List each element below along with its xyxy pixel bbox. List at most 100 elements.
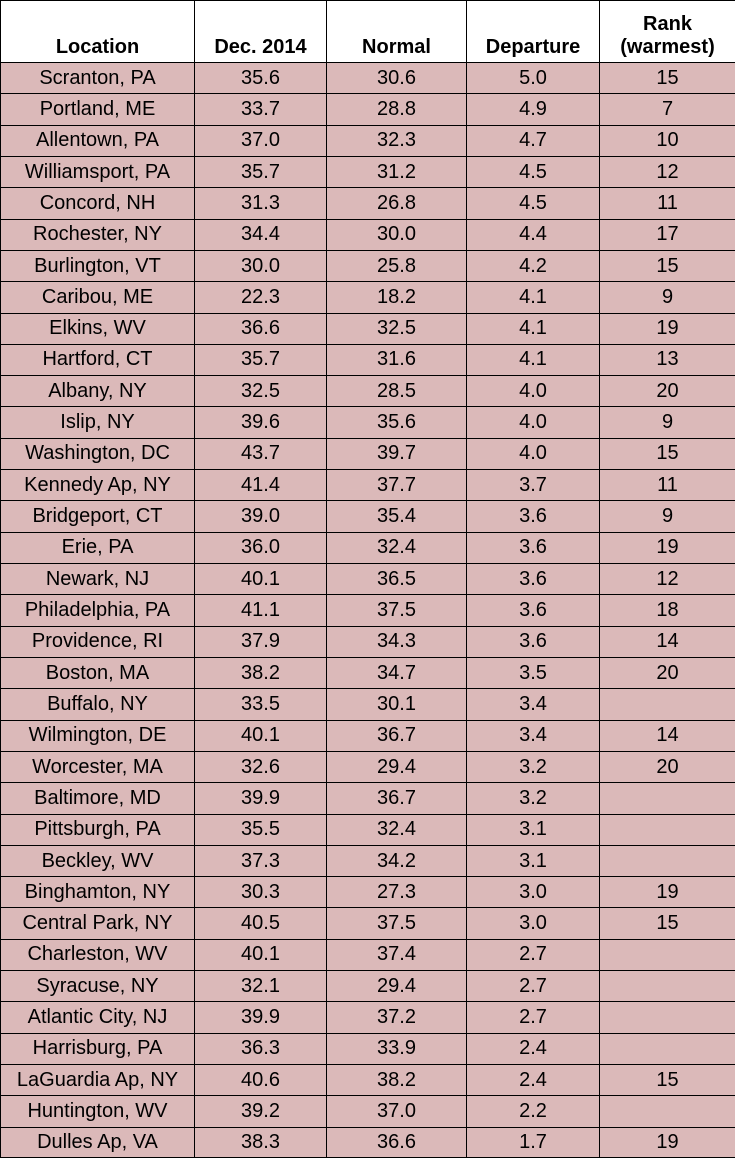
header-cell: Dec. 2014 — [194, 0, 327, 63]
value-cell: 35.7 — [194, 343, 327, 377]
value-cell: 3.5 — [466, 656, 600, 690]
value-cell — [599, 844, 735, 878]
value-cell: 9 — [599, 281, 735, 314]
value-cell: 37.9 — [194, 625, 327, 658]
header-cell: Departure — [466, 0, 600, 63]
value-cell: 4.2 — [466, 249, 600, 283]
value-cell: 35.7 — [194, 155, 327, 189]
value-cell: 9 — [599, 500, 735, 533]
location-cell: Syracuse, NY — [0, 970, 195, 1003]
value-cell: 15 — [599, 437, 735, 471]
value-cell: 30.0 — [194, 249, 327, 283]
value-cell: 5.0 — [466, 62, 600, 95]
location-cell: Worcester, MA — [0, 750, 195, 784]
value-cell: 32.1 — [194, 970, 327, 1003]
location-cell: Binghamton, NY — [0, 876, 195, 909]
location-cell: Williamsport, PA — [0, 155, 195, 189]
value-cell — [599, 1001, 735, 1034]
value-cell: 28.8 — [326, 93, 467, 126]
value-cell: 3.4 — [466, 719, 600, 752]
value-cell: 35.6 — [194, 62, 327, 95]
value-cell: 40.5 — [194, 907, 327, 940]
value-cell: 35.4 — [326, 500, 467, 533]
value-cell: 4.0 — [466, 375, 600, 408]
value-cell: 4.5 — [466, 155, 600, 189]
value-cell — [599, 938, 735, 972]
value-cell: 33.5 — [194, 688, 327, 721]
value-cell: 34.7 — [326, 656, 467, 690]
value-cell: 36.5 — [326, 563, 467, 596]
value-cell: 31.3 — [194, 187, 327, 220]
value-cell: 4.0 — [466, 437, 600, 471]
value-cell: 35.6 — [326, 406, 467, 439]
value-cell: 4.7 — [466, 124, 600, 157]
value-cell: 32.3 — [326, 124, 467, 157]
value-cell: 39.7 — [326, 437, 467, 471]
location-cell: Bridgeport, CT — [0, 500, 195, 533]
value-cell: 36.0 — [194, 531, 327, 565]
location-cell: Wilmington, DE — [0, 719, 195, 752]
value-cell: 9 — [599, 406, 735, 439]
value-cell: 38.2 — [194, 656, 327, 690]
value-cell: 33.9 — [326, 1032, 467, 1066]
value-cell: 15 — [599, 1064, 735, 1097]
value-cell: 4.1 — [466, 343, 600, 377]
value-cell — [599, 688, 735, 721]
location-cell: Beckley, WV — [0, 844, 195, 878]
value-cell: 14 — [599, 625, 735, 658]
value-cell: 3.7 — [466, 469, 600, 502]
value-cell: 4.4 — [466, 218, 600, 251]
value-cell: 37.0 — [326, 1095, 467, 1128]
location-cell: Central Park, NY — [0, 907, 195, 940]
value-cell: 2.7 — [466, 970, 600, 1003]
value-cell: 11 — [599, 469, 735, 502]
value-cell: 30.6 — [326, 62, 467, 95]
value-cell: 36.3 — [194, 1032, 327, 1066]
value-cell: 4.5 — [466, 187, 600, 220]
value-cell: 28.5 — [326, 375, 467, 408]
value-cell: 4.1 — [466, 312, 600, 345]
value-cell: 4.9 — [466, 93, 600, 126]
location-cell: Washington, DC — [0, 437, 195, 471]
value-cell: 7 — [599, 93, 735, 126]
location-cell: Albany, NY — [0, 375, 195, 408]
value-cell — [599, 1095, 735, 1128]
location-cell: Rochester, NY — [0, 218, 195, 251]
value-cell: 3.2 — [466, 750, 600, 784]
value-cell: 34.4 — [194, 218, 327, 251]
value-cell: 12 — [599, 563, 735, 596]
value-cell: 35.5 — [194, 813, 327, 846]
value-cell — [599, 1032, 735, 1066]
value-cell: 40.1 — [194, 719, 327, 752]
value-cell: 26.8 — [326, 187, 467, 220]
location-cell: Erie, PA — [0, 531, 195, 565]
value-cell: 3.1 — [466, 844, 600, 878]
value-cell: 17 — [599, 218, 735, 251]
value-cell: 34.3 — [326, 625, 467, 658]
location-cell: Newark, NJ — [0, 563, 195, 596]
value-cell: 20 — [599, 750, 735, 784]
value-cell: 2.4 — [466, 1032, 600, 1066]
location-cell: Huntington, WV — [0, 1095, 195, 1128]
value-cell: 39.9 — [194, 782, 327, 815]
location-cell: Portland, ME — [0, 93, 195, 126]
value-cell: 38.2 — [326, 1064, 467, 1097]
value-cell: 11 — [599, 187, 735, 220]
value-cell: 38.3 — [194, 1126, 327, 1158]
value-cell: 37.3 — [194, 844, 327, 878]
value-cell: 34.2 — [326, 844, 467, 878]
value-cell: 1.7 — [466, 1126, 600, 1158]
value-cell: 3.0 — [466, 876, 600, 909]
value-cell: 30.3 — [194, 876, 327, 909]
value-cell: 3.6 — [466, 563, 600, 596]
value-cell: 30.1 — [326, 688, 467, 721]
value-cell: 2.4 — [466, 1064, 600, 1097]
value-cell: 29.4 — [326, 970, 467, 1003]
location-cell: Islip, NY — [0, 406, 195, 439]
value-cell: 14 — [599, 719, 735, 752]
location-cell: Burlington, VT — [0, 249, 195, 283]
value-cell: 12 — [599, 155, 735, 189]
value-cell: 20 — [599, 375, 735, 408]
value-cell: 13 — [599, 343, 735, 377]
value-cell: 39.0 — [194, 500, 327, 533]
